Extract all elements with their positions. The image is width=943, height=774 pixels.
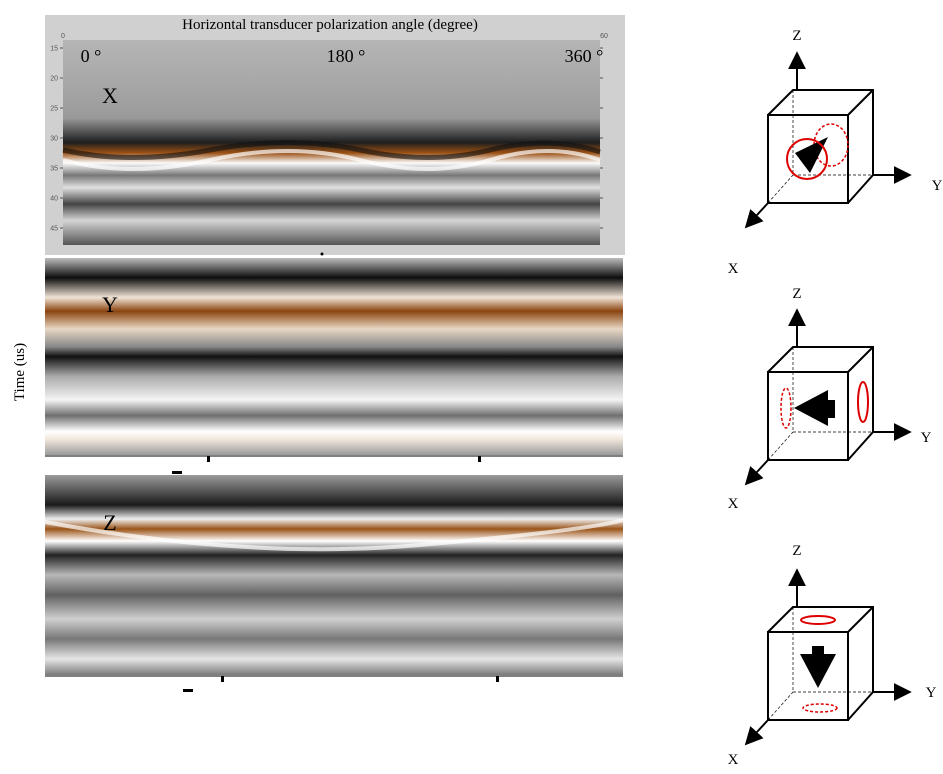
cube-diagram xyxy=(746,570,910,744)
corner-tick: 60 xyxy=(600,33,608,40)
corner-tick: 0 xyxy=(61,33,65,40)
cube-diagram xyxy=(746,53,910,227)
panel-x-image xyxy=(63,40,600,245)
time-tick: 25 xyxy=(50,106,58,113)
cube-diagram xyxy=(746,310,910,484)
axis-label: Y xyxy=(932,178,943,194)
time-tick: 35 xyxy=(50,166,58,173)
axis-label: X xyxy=(728,752,739,768)
time-tick: 15 xyxy=(50,46,58,53)
panel-z-image xyxy=(45,475,623,675)
time-tick: 45 xyxy=(50,226,58,233)
axis-label: X xyxy=(728,496,739,512)
time-tick: 30 xyxy=(50,136,58,143)
panel-label: Y xyxy=(102,292,118,317)
axis-label: Y xyxy=(921,430,932,446)
panel-label: X xyxy=(102,83,118,108)
angle-label: 180 ° xyxy=(327,46,366,66)
time-tick: 20 xyxy=(50,76,58,83)
panel-y-image xyxy=(45,258,623,455)
panel-label: Z xyxy=(103,510,116,535)
axis-label: Y xyxy=(926,685,937,701)
axis-label: Z xyxy=(792,28,801,44)
axis-label: Z xyxy=(792,286,801,302)
y-axis-label: Time (us) xyxy=(12,343,28,401)
title: Horizontal transducer polarization angle… xyxy=(182,17,478,33)
angle-label: 0 ° xyxy=(81,46,102,66)
angle-label: 360 ° xyxy=(565,46,604,66)
axis-label: X xyxy=(728,261,739,277)
axis-label: Z xyxy=(792,543,801,559)
time-tick: 40 xyxy=(50,196,58,203)
